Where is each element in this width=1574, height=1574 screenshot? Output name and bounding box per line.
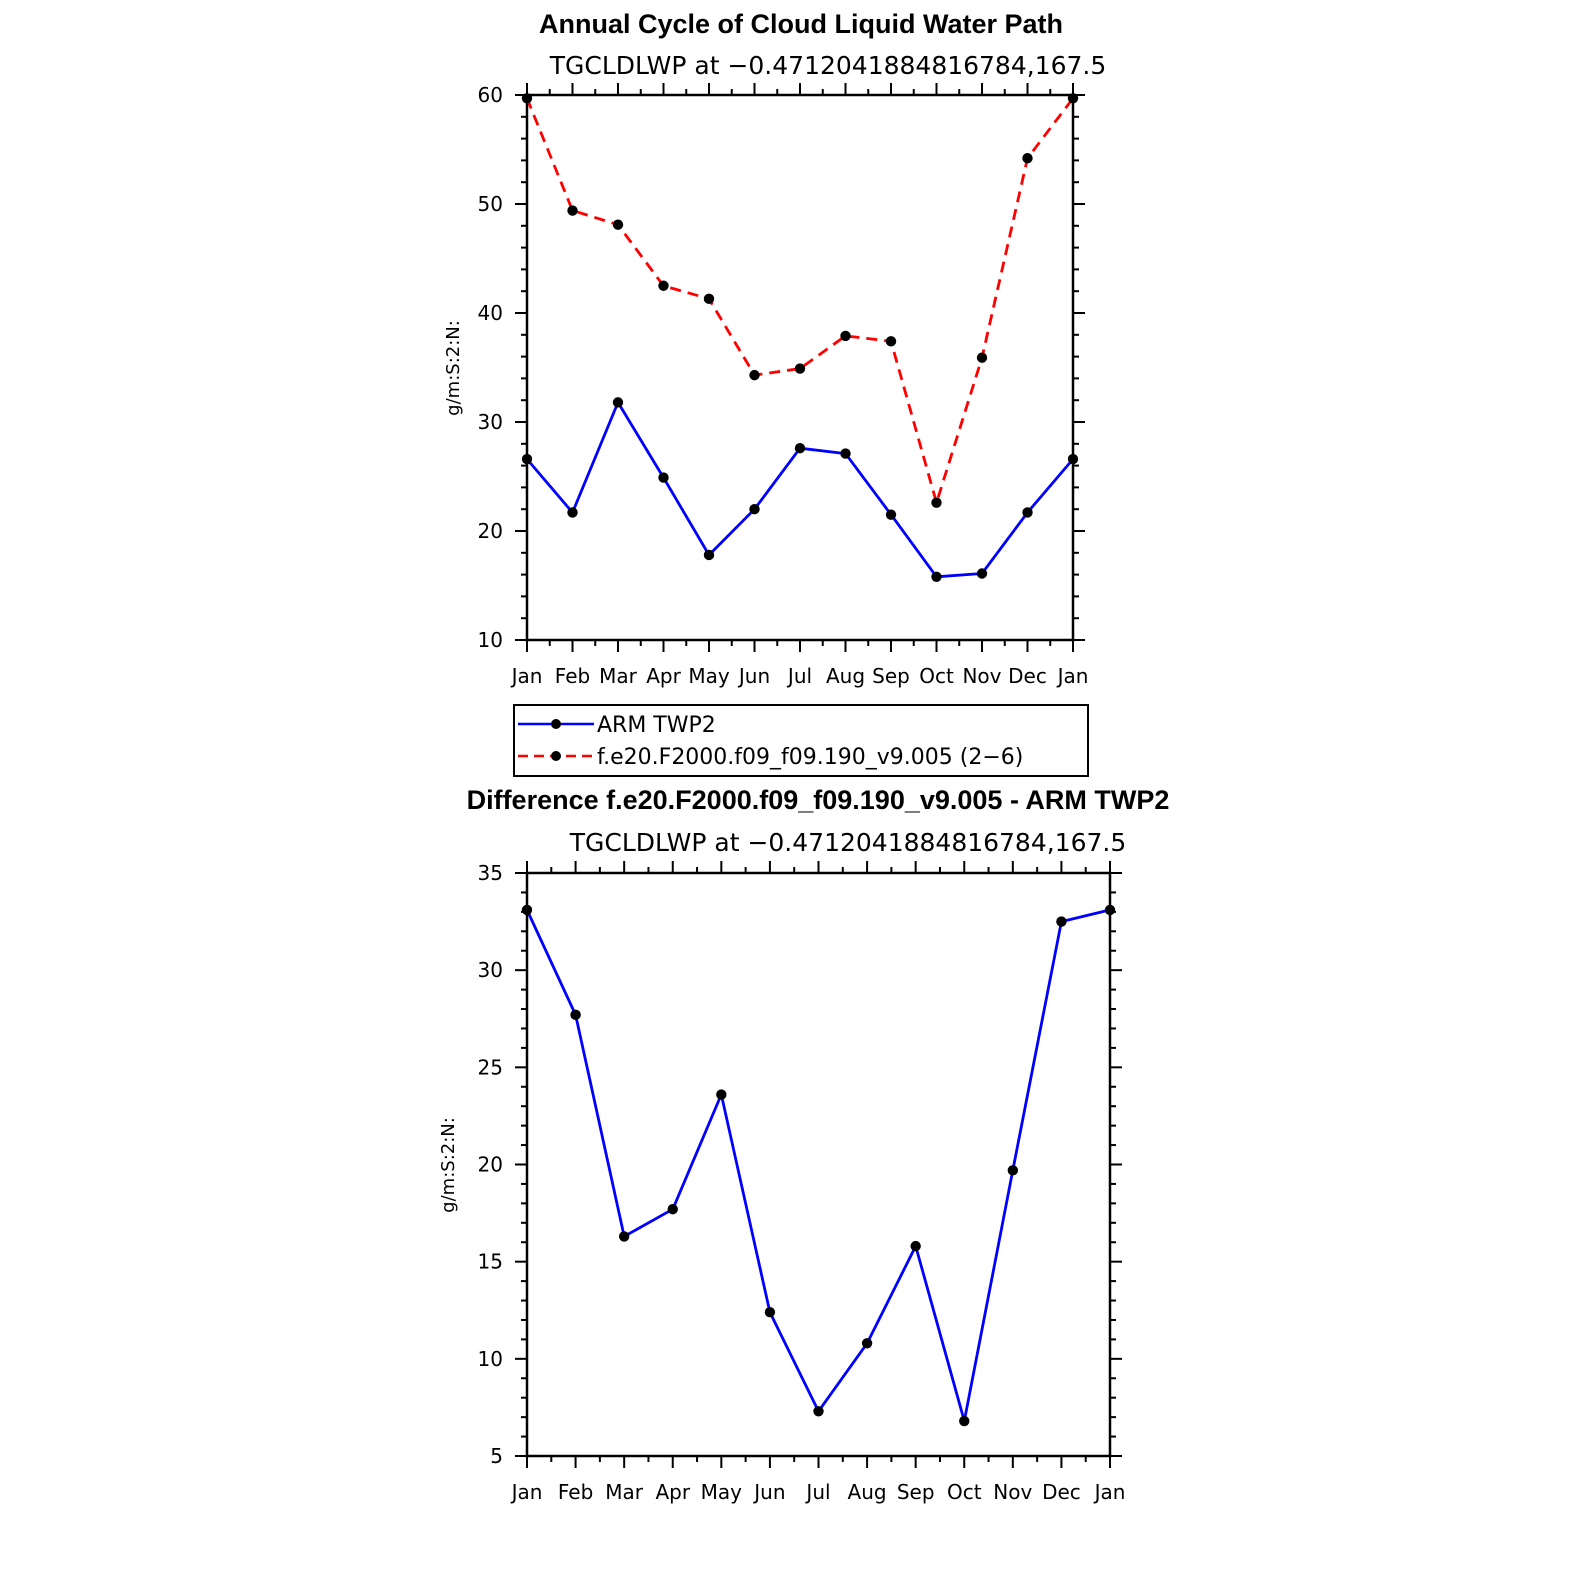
chart2-ytick-label: 15	[478, 1250, 503, 1274]
chart2-frame	[525, 871, 1112, 1458]
chart1-series-0-point	[1022, 507, 1033, 518]
chart2-xtick-label: Nov	[993, 1480, 1032, 1504]
chart2-series-0-point	[813, 1406, 824, 1417]
chart1-series-1-point	[612, 219, 624, 230]
chart2-ytick-label: 5	[490, 1444, 503, 1468]
chart1-series-line-1	[525, 97, 1075, 505]
chart1-series-1-point	[567, 205, 578, 216]
chart2-series-0-point	[959, 1415, 970, 1427]
chart1-series-line-0	[525, 400, 1075, 579]
chart2-xtick-label: Jun	[752, 1480, 785, 1504]
chart1-series-1-point	[521, 93, 533, 104]
chart1-series-0-point	[703, 549, 715, 561]
chart1-series-0-point	[521, 453, 533, 465]
chart2-series-0-point	[716, 1089, 727, 1100]
chart1-series-0-point	[840, 448, 851, 459]
chart2-plot: 5 10 15 20 25 30 35 Jan Feb Mar Apr May Jun Jul Aug Sep…	[478, 861, 1126, 1504]
chart1-ytick-label: 20	[478, 519, 503, 543]
chart1-xtick-label: Feb	[555, 664, 590, 688]
legend-label-arm: ARM TWP2	[597, 713, 716, 738]
chart2-ytick-label: 10	[478, 1347, 503, 1371]
chart2-series-0-point	[618, 1231, 630, 1242]
chart2-xtick-label: Jan	[510, 1480, 543, 1504]
chart1-xtick-label: Dec	[1008, 664, 1047, 688]
chart2-xtick-label: May	[701, 1480, 743, 1504]
chart2-ytick-label: 25	[478, 1055, 503, 1079]
chart1-series-1-point	[794, 363, 806, 374]
chart1-ytick-label: 50	[478, 192, 503, 216]
chart1-series-1-point	[1022, 153, 1033, 164]
chart1-ylabel: g/m:S:2:N:	[443, 320, 464, 416]
chart1-series-1-point	[976, 352, 988, 363]
chart2-ytick-label: 30	[478, 958, 503, 982]
legend-label-model: f.e20.F2000.f09_f09.190_v9.005 (2−6)	[597, 745, 1023, 770]
chart1-series-1-point	[1067, 93, 1079, 104]
chart1-xtick-label: Jul	[786, 664, 812, 688]
chart2-xtick-label: Jul	[804, 1480, 830, 1504]
chart1-series-0-point	[794, 442, 806, 454]
chart1-series-0-point	[931, 571, 942, 582]
chart2-title: Difference f.e20.F2000.f09_f09.190_v9.00…	[467, 785, 1170, 815]
chart1-series-0-point	[749, 504, 760, 515]
chart1-series-1-point	[840, 330, 851, 342]
chart1-series-1-point	[703, 293, 715, 305]
chart2-xtick-label: Mar	[605, 1480, 644, 1504]
chart2-xtick-label: Feb	[558, 1480, 593, 1504]
chart2-series-0-point	[521, 904, 533, 916]
chart2-xtick-label: Aug	[848, 1480, 887, 1504]
chart1-ytick-label: 10	[478, 628, 503, 652]
chart2-series-line-0	[525, 908, 1111, 1423]
chart2-ytick-label: 20	[478, 1153, 503, 1177]
chart1-series-0-point	[567, 507, 578, 518]
chart1-xtick-label: Mar	[599, 664, 638, 688]
chart1-series-1-point	[885, 336, 897, 347]
chart2-xtick-label: Jan	[1093, 1480, 1126, 1504]
chart2-series-0-point	[1056, 916, 1067, 927]
chart2-series-0-point	[1104, 904, 1116, 916]
chart1-plot: 10 20 30 40 50 60 Jan Feb Mar Apr May Jun Jul Aug Sep O…	[478, 83, 1089, 688]
legend-marker-model	[551, 751, 561, 761]
chart1-series-1-point	[658, 280, 669, 291]
chart1-xtick-label: Oct	[919, 664, 954, 688]
chart1-xtick-label: Apr	[646, 664, 681, 688]
chart1-series-1-point	[749, 369, 760, 381]
chart1-legend: ARM TWP2 f.e20.F2000.f09_f09.190_v9.005 …	[513, 704, 1089, 777]
chart1-series-0-point	[658, 472, 669, 483]
chart1-series-0-point	[885, 509, 897, 520]
chart2-series-0-point	[910, 1240, 921, 1252]
legend-box	[513, 704, 1089, 777]
chart1-xtick-label: Jan	[510, 664, 543, 688]
chart1-series-0-point	[1067, 453, 1079, 465]
chart2-series-0-point	[764, 1306, 776, 1318]
chart2-series-0-point	[570, 1009, 581, 1021]
chart1-series-1-point	[931, 497, 942, 508]
chart1-ytick-label: 40	[478, 301, 503, 325]
chart1-series-0-point	[976, 568, 988, 579]
chart1-xtick-label: Aug	[826, 664, 865, 688]
chart1-ytick-label: 30	[478, 410, 503, 434]
chart1-title: Annual Cycle of Cloud Liquid Water Path	[539, 9, 1063, 39]
chart2-xtick-label: Dec	[1042, 1480, 1081, 1504]
chart2-ylabel: g/m:S:2:N:	[438, 1117, 459, 1213]
chart1-subtitle: TGCLDLWP at −0.4712041884816784,167.5	[549, 51, 1107, 80]
chart1-series-0-point	[612, 397, 624, 408]
chart2-ytick-label: 35	[478, 861, 503, 885]
legend-marker-arm	[551, 719, 561, 729]
chart2-series-0-point	[1007, 1165, 1019, 1176]
chart2-xtick-label: Sep	[897, 1480, 935, 1504]
chart1-ytick-label: 60	[478, 83, 503, 107]
chart1-xtick-label: Sep	[872, 664, 910, 688]
chart2-series-0-point	[861, 1338, 873, 1349]
chart2-xtick-label: Oct	[947, 1480, 982, 1504]
chart1-xtick-label: Jan	[1056, 664, 1089, 688]
chart1-xtick-label: May	[688, 664, 730, 688]
chart2-xtick-label: Apr	[655, 1480, 690, 1504]
chart1-xtick-label: Jun	[737, 664, 770, 688]
chart2-subtitle: TGCLDLWP at −0.4712041884816784,167.5	[569, 828, 1127, 857]
chart1-xtick-label: Nov	[962, 664, 1001, 688]
chart2-series-0-point	[667, 1203, 678, 1215]
